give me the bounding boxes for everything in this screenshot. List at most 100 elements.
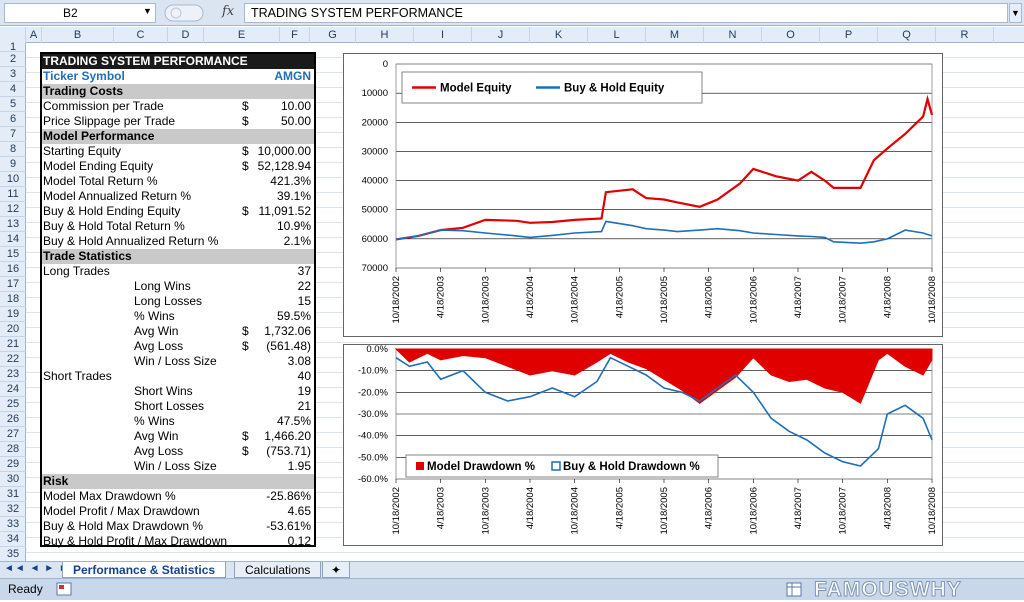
normal-view-icon[interactable] [786,582,812,598]
column-header-a[interactable]: A [26,27,42,43]
row-header-10[interactable]: 10 [0,172,26,187]
row-header-5[interactable]: 5 [0,97,26,112]
table-row[interactable]: % Wins 47.5% [42,414,314,429]
row-header-11[interactable]: 11 [0,187,26,202]
insert-function-icon[interactable]: fx [222,4,235,19]
column-header-c[interactable]: C [114,27,168,43]
row-header-22[interactable]: 22 [0,352,26,367]
row-header-35[interactable]: 35 [0,547,26,562]
table-row[interactable]: Short Trades 40 [42,369,314,384]
row-header-12[interactable]: 12 [0,202,26,217]
row-header-8[interactable]: 8 [0,142,26,157]
column-header-l[interactable]: L [588,27,646,43]
row-header-14[interactable]: 14 [0,232,26,247]
table-row[interactable]: Win / Loss Size 3.08 [42,354,314,369]
column-header-e[interactable]: E [204,27,280,43]
column-header-f[interactable]: F [280,27,310,43]
row-header-9[interactable]: 9 [0,157,26,172]
table-row[interactable]: Buy & Hold Profit / Max Drawdown 0.12 [42,534,314,549]
macro-record-icon[interactable] [56,582,72,596]
table-row[interactable]: Short Wins 19 [42,384,314,399]
column-header-d[interactable]: D [168,27,204,43]
expand-formula-icon[interactable]: ▼ [1009,3,1022,23]
table-row[interactable]: Price Slippage per Trade $50.00 [42,114,314,129]
column-header-j[interactable]: J [472,27,530,43]
row-header-20[interactable]: 20 [0,322,26,337]
row-header-21[interactable]: 21 [0,337,26,352]
table-row[interactable]: Starting Equity $10,000.00 [42,144,314,159]
table-row[interactable]: Buy & Hold Ending Equity $11,091.52 [42,204,314,219]
table-row[interactable]: Avg Win $1,732.06 [42,324,314,339]
row-header-7[interactable]: 7 [0,127,26,142]
row-header-4[interactable]: 4 [0,82,26,97]
table-title-row[interactable]: TRADING SYSTEM PERFORMANCE [42,54,314,69]
select-all-corner[interactable] [0,27,26,43]
row-header-6[interactable]: 6 [0,112,26,127]
table-row[interactable]: Avg Win $1,466.20 [42,429,314,444]
section-header[interactable]: Trading Costs [42,84,314,99]
row-header-23[interactable]: 23 [0,367,26,382]
section-header[interactable]: Risk [42,474,314,489]
column-header-p[interactable]: P [820,27,878,43]
row-header-3[interactable]: 3 [0,67,26,82]
tab-performance-statistics[interactable]: Performance & Statistics [62,562,227,578]
column-header-o[interactable]: O [762,27,820,43]
table-row[interactable]: Model Ending Equity $52,128.94 [42,159,314,174]
table-row[interactable]: Buy & Hold Annualized Return % 2.1% [42,234,314,249]
row-header-2[interactable]: 2 [0,52,26,67]
column-header-m[interactable]: M [646,27,704,43]
chevron-down-icon[interactable]: ▼ [143,6,152,16]
row-header-25[interactable]: 25 [0,397,26,412]
row-header-31[interactable]: 31 [0,487,26,502]
column-header-g[interactable]: G [310,27,356,43]
column-header-n[interactable]: N [704,27,762,43]
table-row[interactable]: Avg Loss $ (753.71) [42,444,314,459]
row-header-16[interactable]: 16 [0,262,26,277]
table-row[interactable]: Buy & Hold Total Return % 10.9% [42,219,314,234]
table-row[interactable]: Win / Loss Size 1.95 [42,459,314,474]
row-header-29[interactable]: 29 [0,457,26,472]
sheet-nav-icons[interactable]: ◄◄ ◄ ► ►► [4,563,81,574]
table-row[interactable]: % Wins 59.5% [42,309,314,324]
name-box[interactable]: B2 [4,3,156,23]
row-header-34[interactable]: 34 [0,532,26,547]
table-row[interactable]: Commission per Trade $10.00 [42,99,314,114]
tab-calculations[interactable]: Calculations [234,562,322,578]
table-row[interactable]: Long Trades 37 [42,264,314,279]
row-header-1[interactable]: 1 [0,42,26,53]
formula-input[interactable]: TRADING SYSTEM PERFORMANCE [244,3,1008,23]
column-header-r[interactable]: R [936,27,994,43]
row-header-33[interactable]: 33 [0,517,26,532]
table-row[interactable]: Long Wins 22 [42,279,314,294]
row-header-28[interactable]: 28 [0,442,26,457]
row-header-26[interactable]: 26 [0,412,26,427]
row-header-18[interactable]: 18 [0,292,26,307]
row-header-27[interactable]: 27 [0,427,26,442]
table-row[interactable]: Avg Loss $ (561.48) [42,339,314,354]
column-header-k[interactable]: K [530,27,588,43]
table-row[interactable]: Model Total Return % 421.3% [42,174,314,189]
ticker-row[interactable]: Ticker Symbol AMGN [42,69,314,84]
row-header-19[interactable]: 19 [0,307,26,322]
table-row[interactable]: Buy & Hold Max Drawdown % -53.61% [42,519,314,534]
column-header-h[interactable]: H [356,27,414,43]
row-header-13[interactable]: 13 [0,217,26,232]
column-header-q[interactable]: Q [878,27,936,43]
table-row[interactable]: Model Annualized Return % 39.1% [42,189,314,204]
column-header-i[interactable]: I [414,27,472,43]
row-header-15[interactable]: 15 [0,247,26,262]
row-header-32[interactable]: 32 [0,502,26,517]
insert-sheet-icon[interactable]: ✦ [322,562,350,578]
drawdown-chart[interactable]: 0.0% -10.0% -20.0% -30.0% -40.0% -50.0% -60.0%… [343,344,943,546]
section-header[interactable]: Model Performance [42,129,314,144]
row-header-24[interactable]: 24 [0,382,26,397]
table-row[interactable]: Long Losses 15 [42,294,314,309]
table-row[interactable]: Short Losses 21 [42,399,314,414]
row-header-30[interactable]: 30 [0,472,26,487]
table-row[interactable]: Model Max Drawdown % -25.86% [42,489,314,504]
row-header-17[interactable]: 17 [0,277,26,292]
equity-chart[interactable]: 0 10000 20000 30000 40000 50000 60000 70000 10/1… [343,53,943,337]
section-header[interactable]: Trade Statistics [42,249,314,264]
table-row[interactable]: Model Profit / Max Drawdown 4.65 [42,504,314,519]
column-header-b[interactable]: B [42,27,114,43]
